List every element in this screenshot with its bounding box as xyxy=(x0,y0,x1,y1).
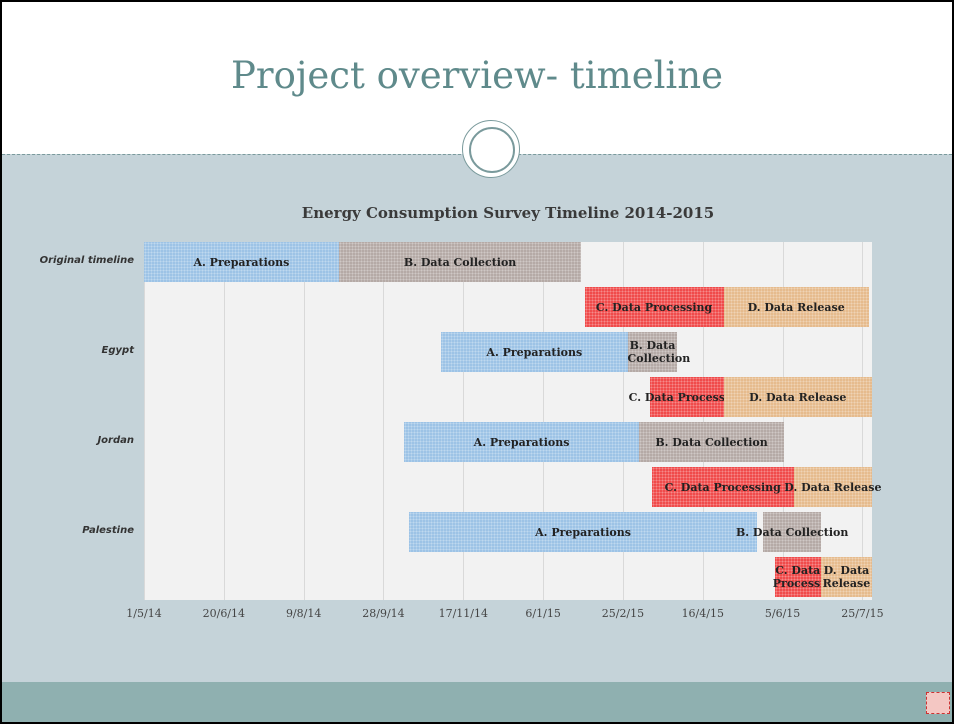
x-tick-label: 16/4/15 xyxy=(681,607,724,620)
bar-label: B. Data Collection xyxy=(627,339,691,365)
grid-line xyxy=(223,242,225,600)
bar-label: A. Preparations xyxy=(473,435,570,449)
x-tick-label: 28/9/14 xyxy=(362,607,405,620)
gantt-bar: C. Data Processing xyxy=(772,557,841,597)
grid-line xyxy=(702,242,704,600)
bar-label: A. Preparations xyxy=(486,345,583,359)
grid-line xyxy=(463,242,465,600)
grid-line xyxy=(543,242,545,600)
bar-label: A. Preparations xyxy=(535,525,631,539)
gantt-bar: B. Data Collection xyxy=(627,332,691,372)
footer-bar xyxy=(2,682,952,722)
slide-title: Project overview- timeline xyxy=(231,54,723,97)
bar-label: B. Data Collection xyxy=(655,435,768,449)
chart-title: Energy Consumption Survey Timeline 2014-… xyxy=(301,204,715,222)
gantt-bar: A. Preparations xyxy=(144,242,339,282)
x-tick-label: 9/8/14 xyxy=(285,607,322,620)
x-tick-label: 5/6/15 xyxy=(764,607,801,620)
bar-label: B. Data Collection xyxy=(403,255,517,269)
gantt-bar: B. Data Collection xyxy=(638,422,785,462)
x-tick-label: 20/6/14 xyxy=(202,607,246,620)
grid-line xyxy=(303,242,305,600)
bar-label: B. Data Collection xyxy=(735,525,849,539)
x-tick-label: 25/7/15 xyxy=(841,607,884,620)
bar-label: A. Preparations xyxy=(193,255,290,269)
gantt-bar: D. Data Release xyxy=(723,287,869,327)
bar-label: D. Data Release xyxy=(822,564,871,590)
grid-line xyxy=(862,242,864,600)
x-tick-label: 17/11/14 xyxy=(438,607,488,620)
x-tick-label: 6/1/15 xyxy=(525,607,561,620)
gantt-bar: D. Data Release xyxy=(723,377,872,417)
bar-label: C. Data Processing xyxy=(664,480,781,494)
bar-label: C. Data Processing xyxy=(628,390,745,404)
gantt-bar: A. Preparations xyxy=(404,422,639,462)
gantt-bar: A. Preparations xyxy=(409,512,758,552)
bar-label: D. Data Release xyxy=(747,300,845,314)
category-label: Jordan xyxy=(97,435,134,446)
gantt-bar: C. Data Processing xyxy=(629,377,745,417)
gantt-bar: A. Preparations xyxy=(440,332,628,372)
grid-line xyxy=(782,242,784,600)
category-label: Palestine xyxy=(82,525,134,536)
gantt-bar: C. Data Processing xyxy=(584,287,724,327)
gantt-bar: D. Data Release xyxy=(784,467,881,507)
x-tick-label: 1/5/14 xyxy=(126,607,162,620)
bar-label: C. Data Processing xyxy=(595,300,713,314)
grid-line xyxy=(622,242,624,600)
bar-label: D. Data Release xyxy=(784,480,882,494)
bar-label: D. Data Release xyxy=(749,390,847,404)
divider-ornament xyxy=(462,120,520,178)
gantt-bar: B. Data Collection xyxy=(338,242,582,282)
gantt-bar: C. Data Processing xyxy=(651,467,794,507)
category-label: Egypt xyxy=(101,345,134,356)
grid-line xyxy=(144,242,145,600)
x-tick-label: 25/2/15 xyxy=(601,607,645,620)
home-button[interactable] xyxy=(926,692,950,714)
bar-label: C. Data Processing xyxy=(772,564,841,590)
grid-line xyxy=(383,242,385,600)
gantt-bar: D. Data Release xyxy=(820,557,872,597)
gantt-bar: B. Data Collection xyxy=(736,512,848,552)
category-label: Original timeline xyxy=(39,255,134,266)
